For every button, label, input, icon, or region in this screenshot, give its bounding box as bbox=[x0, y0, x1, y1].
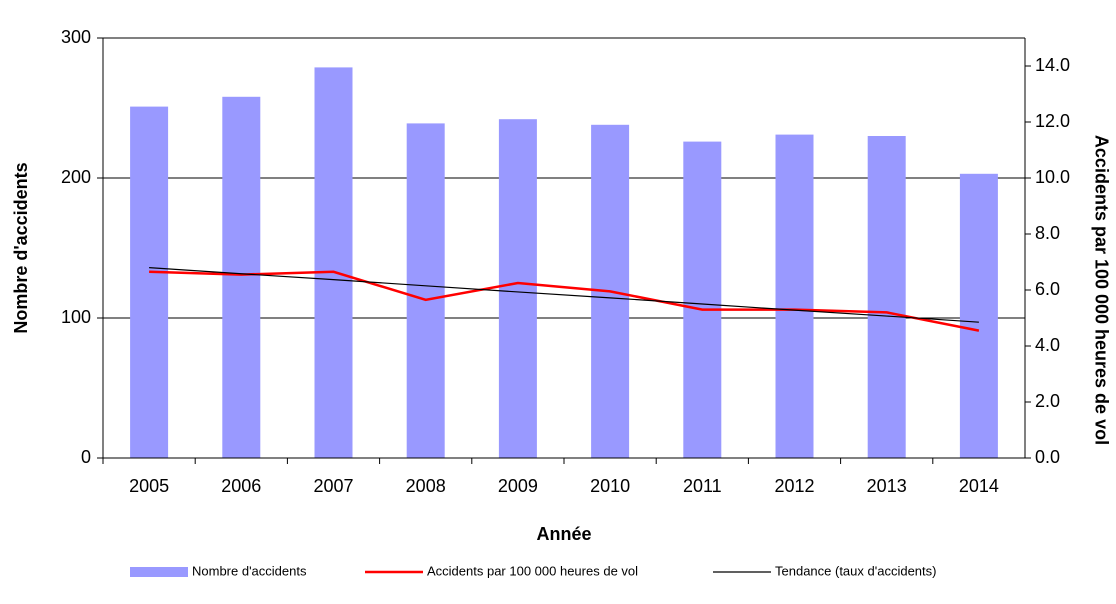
y2-tick-label: 8.0 bbox=[1035, 223, 1060, 243]
y2-tick-label: 4.0 bbox=[1035, 335, 1060, 355]
x-tick-label: 2006 bbox=[221, 476, 261, 496]
y-tick-label: 0 bbox=[81, 447, 91, 467]
bar bbox=[867, 136, 906, 458]
y2-axis-title: Accidents par 100 000 heures de vol bbox=[1091, 135, 1111, 445]
y2-tick-label: 6.0 bbox=[1035, 279, 1060, 299]
y2-tick-label: 2.0 bbox=[1035, 391, 1060, 411]
line bbox=[149, 270, 980, 332]
x-tick-label: 2005 bbox=[129, 476, 169, 496]
y-tick-label: 300 bbox=[61, 27, 91, 47]
x-tick-label: 2012 bbox=[774, 476, 814, 496]
x-axis-title: Année bbox=[536, 524, 591, 544]
legend-label: Accidents par 100 000 heures de vol bbox=[427, 563, 638, 578]
x-tick-label: 2011 bbox=[683, 476, 722, 496]
y-axis-title: Nombre d'accidents bbox=[11, 162, 31, 333]
bar bbox=[683, 141, 722, 458]
bar bbox=[314, 67, 353, 459]
x-tick-label: 2008 bbox=[406, 476, 446, 496]
x-tick-label: 2013 bbox=[867, 476, 907, 496]
y2-tick-label: 14.0 bbox=[1035, 55, 1070, 75]
x-tick-label: 2014 bbox=[959, 476, 999, 496]
y2-tick-label: 0.0 bbox=[1035, 447, 1060, 467]
x-tick-label: 2009 bbox=[498, 476, 538, 496]
legend-label: Nombre d'accidents bbox=[192, 563, 307, 578]
bar bbox=[498, 119, 537, 458]
y2-tick-label: 10.0 bbox=[1035, 167, 1070, 187]
y-tick-label: 200 bbox=[61, 167, 91, 187]
legend-label: Tendance (taux d'accidents) bbox=[775, 563, 936, 578]
bar bbox=[406, 123, 445, 459]
x-tick-label: 2010 bbox=[590, 476, 630, 496]
legend-swatch bbox=[130, 567, 188, 577]
bar bbox=[222, 96, 261, 459]
bar bbox=[775, 134, 814, 458]
y2-tick-label: 12.0 bbox=[1035, 111, 1070, 131]
bar bbox=[130, 106, 169, 458]
y-tick-label: 100 bbox=[61, 307, 91, 327]
x-tick-label: 2007 bbox=[313, 476, 353, 496]
bar bbox=[959, 173, 998, 459]
line bbox=[149, 267, 979, 323]
